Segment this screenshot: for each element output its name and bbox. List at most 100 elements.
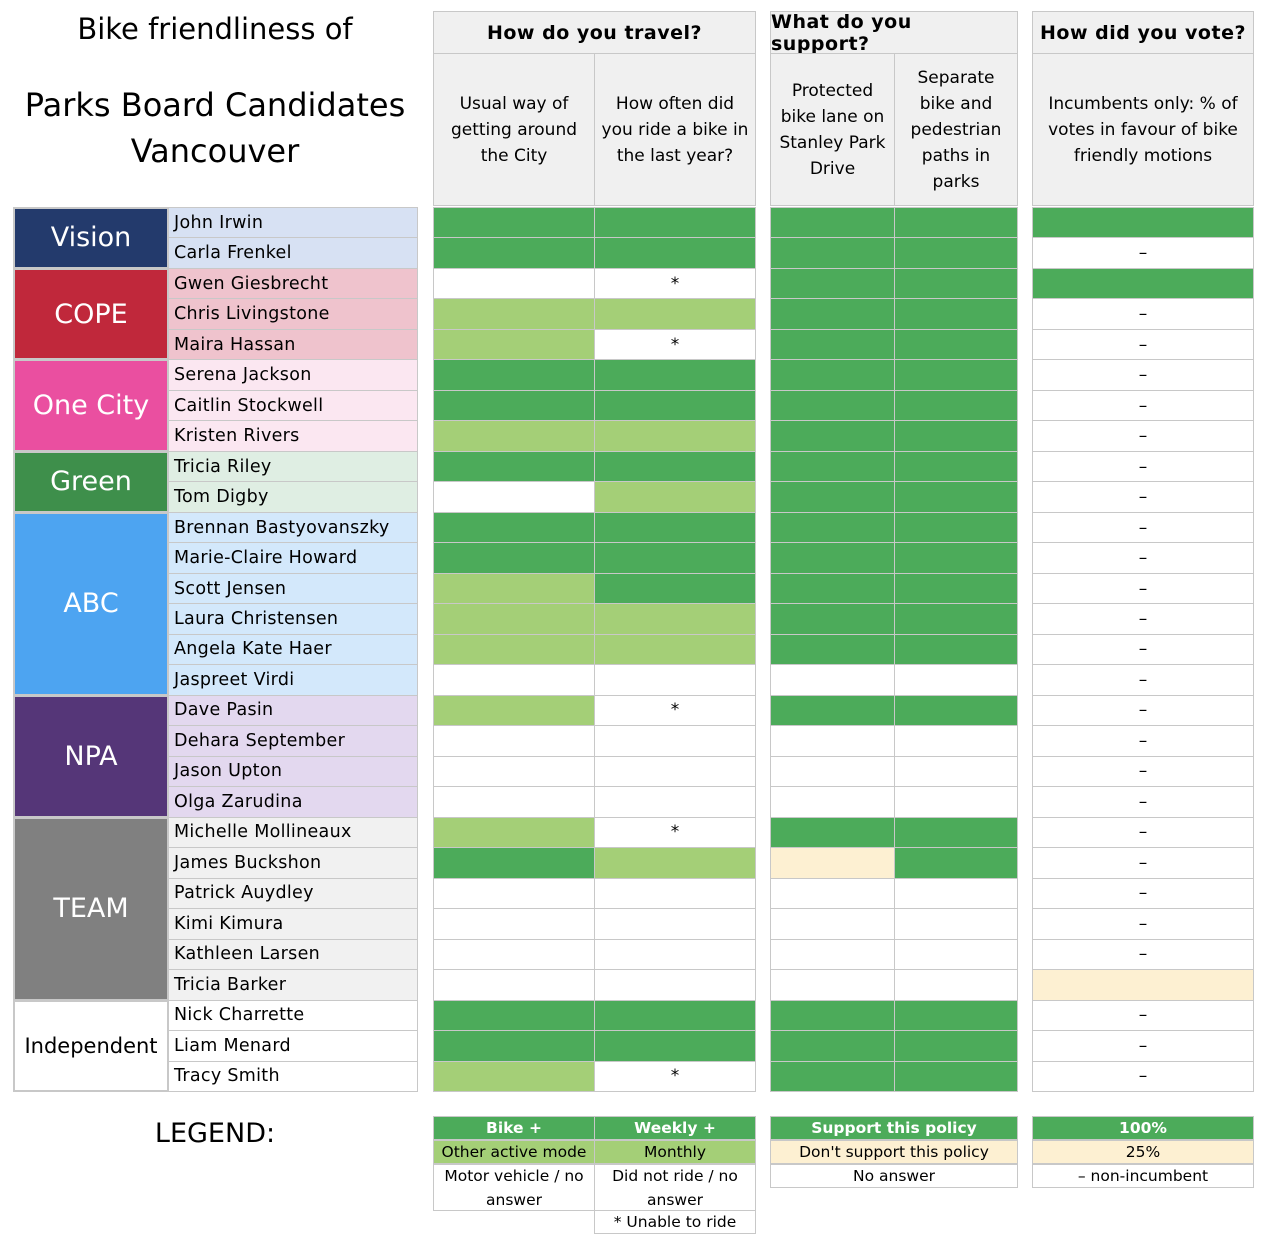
cell-votes: – — [1032, 664, 1254, 696]
party-label: Independent — [13, 999, 169, 1092]
cell-usual-way — [433, 511, 595, 544]
cell-usual-way — [433, 908, 595, 940]
cell-protected-lane — [770, 694, 895, 727]
legend-unable: * Unable to ride — [594, 1210, 756, 1234]
cell-ride-frequency — [594, 359, 756, 391]
cell-separate-paths — [894, 694, 1018, 727]
cell-votes: – — [1032, 633, 1254, 666]
cell-usual-way — [433, 267, 595, 300]
cell-usual-way — [433, 969, 595, 1001]
cell-votes: – — [1032, 755, 1254, 788]
candidate-name: Kathleen Larsen — [168, 938, 418, 971]
cell-votes — [1032, 267, 1254, 300]
cell-protected-lane — [770, 481, 895, 513]
cell-ride-frequency — [594, 481, 756, 513]
cell-votes: – — [1032, 359, 1254, 391]
cell-ride-frequency — [594, 969, 756, 1001]
cell-protected-lane — [770, 847, 895, 879]
cell-usual-way — [433, 1030, 595, 1062]
cell-protected-lane — [770, 755, 895, 788]
candidate-name: Tricia Barker — [168, 969, 418, 1001]
cell-votes: – — [1032, 938, 1254, 971]
cell-votes: – — [1032, 1060, 1254, 1092]
candidate-name: Serena Jackson — [168, 359, 418, 391]
cell-usual-way — [433, 725, 595, 757]
cell-usual-way — [433, 786, 595, 818]
party-label: One City — [13, 359, 169, 452]
cell-usual-way — [433, 938, 595, 971]
cell-usual-way — [433, 572, 595, 605]
cell-votes: – — [1032, 694, 1254, 727]
cell-usual-way — [433, 694, 595, 727]
candidate-name: Caitlin Stockwell — [168, 389, 418, 422]
candidate-name: Kimi Kimura — [168, 908, 418, 940]
title-line-1: Bike friendliness of — [77, 12, 353, 46]
cell-usual-way — [433, 664, 595, 696]
cell-ride-frequency — [594, 389, 756, 422]
cell-protected-lane — [770, 542, 895, 574]
candidate-name: Scott Jensen — [168, 572, 418, 605]
cell-separate-paths — [894, 298, 1018, 330]
cell-protected-lane — [770, 572, 895, 605]
legend-title: LEGEND: — [154, 1118, 276, 1149]
cell-votes: – — [1032, 511, 1254, 544]
legend-non-incumbent: – non-incumbent — [1032, 1164, 1254, 1188]
cell-protected-lane — [770, 389, 895, 422]
cell-ride-frequency: * — [594, 816, 756, 849]
cell-usual-way — [433, 328, 595, 361]
cell-ride-frequency — [594, 542, 756, 574]
candidate-name: Chris Livingstone — [168, 298, 418, 330]
party-label: COPE — [13, 267, 169, 361]
column-header-separate-paths: Separate bike and pedestrian paths in pa… — [894, 53, 1018, 206]
candidate-name: Maira Hassan — [168, 328, 418, 361]
cell-separate-paths — [894, 572, 1018, 605]
candidate-name: Olga Zarudina — [168, 786, 418, 818]
cell-usual-way — [433, 603, 595, 635]
cell-votes: – — [1032, 237, 1254, 269]
cell-protected-lane — [770, 603, 895, 635]
cell-ride-frequency — [594, 908, 756, 940]
candidate-name: Laura Christensen — [168, 603, 418, 635]
cell-separate-paths — [894, 267, 1018, 300]
cell-ride-frequency: * — [594, 267, 756, 300]
cell-usual-way — [433, 237, 595, 269]
column-header-protected-lane: Protected bike lane on Stanley Park Driv… — [770, 53, 895, 206]
cell-protected-lane — [770, 420, 895, 452]
title-line-3: Vancouver — [130, 132, 300, 170]
cell-separate-paths — [894, 938, 1018, 971]
cell-protected-lane — [770, 908, 895, 940]
legend-support: Support this policy — [770, 1116, 1018, 1140]
cell-protected-lane — [770, 359, 895, 391]
cell-separate-paths — [894, 542, 1018, 574]
title-line-2: Parks Board Candidates — [24, 86, 406, 124]
column-header-votes: Incumbents only: % of votes in favour of… — [1032, 53, 1254, 206]
cell-votes: – — [1032, 786, 1254, 818]
cell-protected-lane — [770, 999, 895, 1032]
legend-100: 100% — [1032, 1116, 1254, 1140]
candidate-name: Carla Frenkel — [168, 237, 418, 269]
cell-votes: – — [1032, 450, 1254, 483]
candidate-name: Gwen Giesbrecht — [168, 267, 418, 300]
cell-protected-lane — [770, 664, 895, 696]
cell-separate-paths — [894, 1030, 1018, 1062]
candidate-name: Jaspreet Virdi — [168, 664, 418, 696]
cell-separate-paths — [894, 328, 1018, 361]
column-header-ride-frequency: How often did you ride a bike in the las… — [594, 53, 756, 206]
cell-separate-paths — [894, 511, 1018, 544]
legend-no-answer: No answer — [770, 1164, 1018, 1188]
cell-votes: – — [1032, 328, 1254, 361]
cell-separate-paths — [894, 755, 1018, 788]
candidate-name: Dehara September — [168, 725, 418, 757]
cell-separate-paths — [894, 786, 1018, 818]
party-label: Green — [13, 450, 169, 513]
cell-ride-frequency: * — [594, 328, 756, 361]
cell-separate-paths — [894, 420, 1018, 452]
candidate-name: Tracy Smith — [168, 1060, 418, 1092]
cell-separate-paths — [894, 877, 1018, 910]
cell-protected-lane — [770, 816, 895, 849]
cell-protected-lane — [770, 1060, 895, 1092]
cell-ride-frequency — [594, 450, 756, 483]
cell-ride-frequency — [594, 938, 756, 971]
group-header-travel: How do you travel? — [433, 11, 756, 54]
cell-separate-paths — [894, 450, 1018, 483]
